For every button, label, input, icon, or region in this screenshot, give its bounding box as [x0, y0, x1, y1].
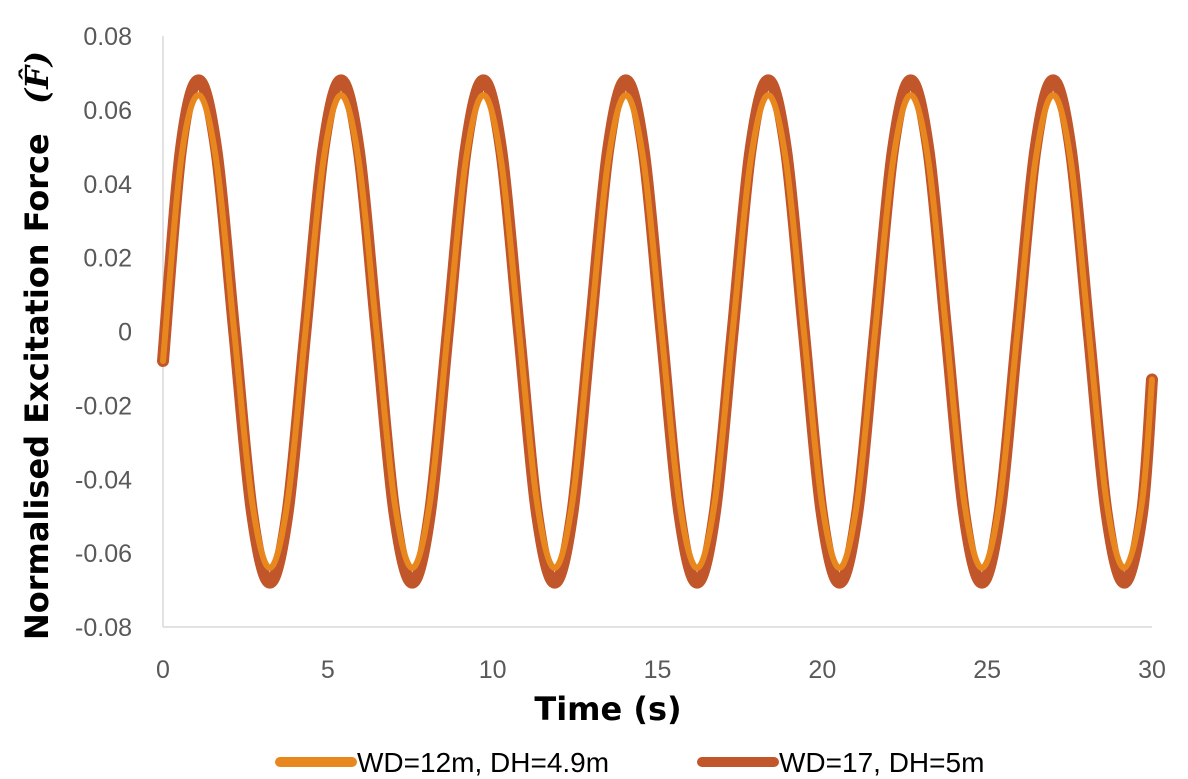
y-tick-label: 0.02 [83, 245, 132, 273]
series-line-1 [160, 92, 1155, 571]
y-tick-label: -0.08 [75, 614, 132, 642]
y-tick-label: 0.08 [83, 23, 132, 51]
legend-item-1: WD=12m, DH=4.9m [275, 747, 609, 778]
y-tick-label: 0 [118, 319, 132, 347]
y-tick-labels: 0.08 0.06 0.04 0.02 0 -0.02 -0.04 -0.06 -0.08 [75, 23, 132, 642]
y-tick-label: 0.04 [83, 171, 132, 199]
x-tick-label: 15 [644, 656, 672, 684]
x-tick-label: 25 [973, 656, 1001, 684]
legend-label-2: WD=17, DH=5m [779, 747, 984, 778]
x-tick-label: 10 [479, 656, 507, 684]
series-line-2 [157, 74, 1158, 589]
y-axis-title-symbol: (F̂) [18, 51, 56, 104]
y-tick-label: -0.04 [75, 466, 132, 494]
series-layer [157, 74, 1158, 589]
x-axis-title: Time (s) [534, 690, 681, 728]
x-tick-label: 5 [321, 656, 335, 684]
legend-item-2: WD=17, DH=5m [697, 747, 984, 778]
x-tick-labels: 0 5 10 15 20 25 30 [156, 656, 1166, 684]
x-tick-label: 30 [1138, 656, 1166, 684]
x-tick-label: 0 [156, 656, 170, 684]
y-tick-label: -0.02 [75, 392, 132, 420]
y-tick-label: 0.06 [83, 97, 132, 125]
y-tick-label: -0.06 [75, 540, 132, 568]
x-tick-label: 20 [808, 656, 836, 684]
y-axis-title-text: Normalised Excitation Force [18, 133, 56, 640]
legend-label-1: WD=12m, DH=4.9m [357, 747, 609, 778]
y-axis-title: Normalised Excitation Force (F̂) [18, 51, 56, 640]
legend: WD=12m, DH=4.9m WD=17, DH=5m [275, 747, 984, 778]
